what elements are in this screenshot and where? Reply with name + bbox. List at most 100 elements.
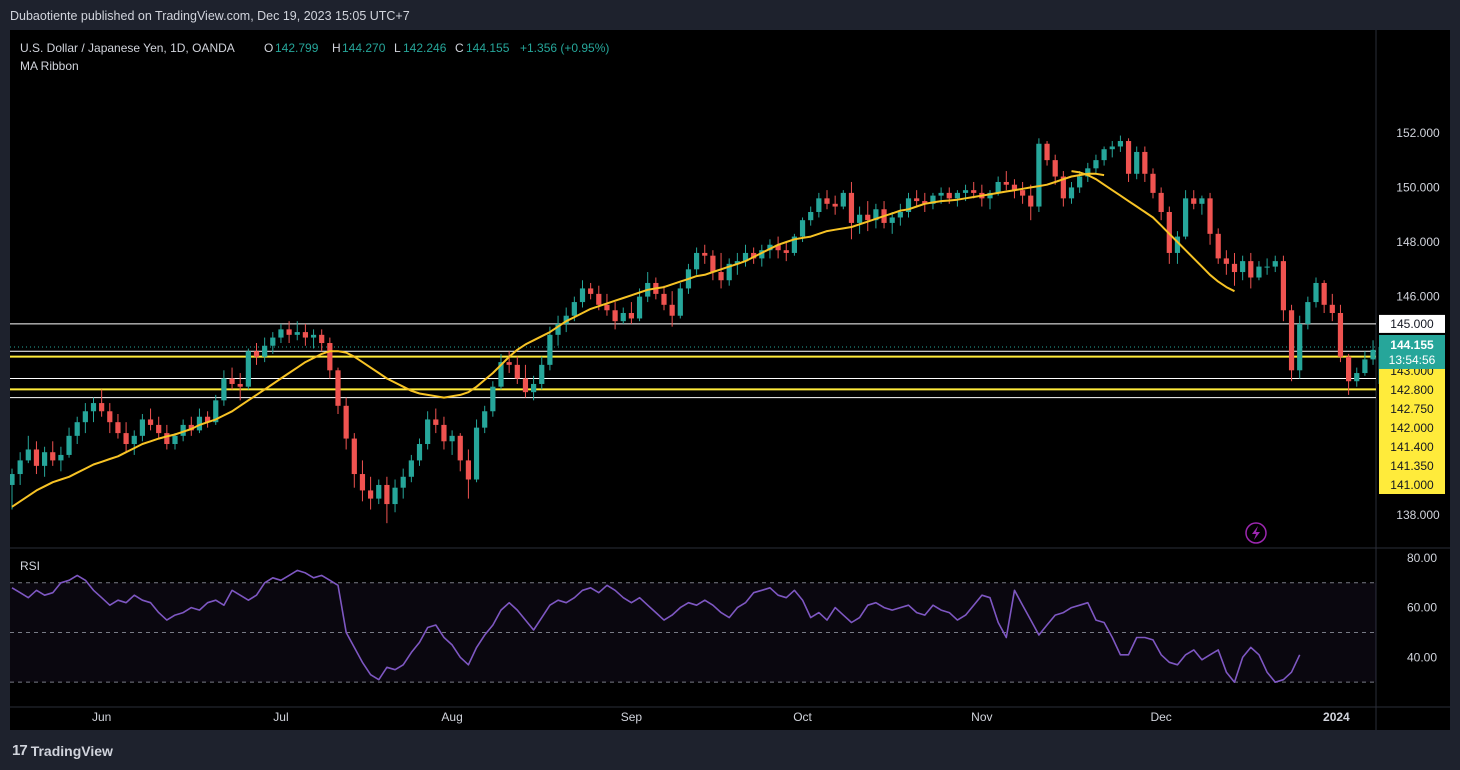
chart-frame[interactable]: 80.00 60.00 40.00 152.000 150.000 148.000 146… [9,30,1450,730]
candle-up [1199,198,1205,204]
time-axis[interactable]: Jun Jul Aug Sep Oct Nov Dec 2024 [92,710,1350,724]
legend-indicator[interactable]: MA Ribbon [20,59,79,73]
candle-down [751,252,757,259]
candle-up [759,250,765,259]
rsi-label[interactable]: RSI [20,559,40,573]
candle-down [824,198,830,204]
current-price-label[interactable]: 144.155 [1390,338,1434,352]
candle-up [905,198,912,212]
candle-down [1329,304,1335,313]
candle-down [123,433,129,445]
candle-down [1337,312,1344,357]
level-badge-label[interactable]: 141.400 [1390,440,1434,454]
candle-down [1150,173,1156,193]
legend-open-value: 142.799 [275,41,319,55]
candle-down [946,192,952,199]
candle-down [775,244,781,251]
candle-up [1117,141,1123,147]
candle-up [791,236,797,253]
candle-down [1003,181,1009,185]
level-badge-145[interactable]: 145.000 [1390,317,1434,331]
candle-down [1248,261,1254,278]
time-tick-label: 2024 [1323,710,1350,724]
candle-down [457,435,463,461]
candle-up [42,452,48,466]
tradingview-brand-name: TradingView [30,742,113,759]
candle-down [588,288,594,294]
rsi-line [11,569,1301,684]
candle-up [799,220,806,237]
candle-up [1134,151,1140,174]
candle-up [482,411,488,428]
level-badge-145-bg[interactable] [1379,314,1445,333]
legend-symbol[interactable]: U.S. Dollar / Japanese Yen, 1D, OANDA [20,41,235,55]
price-tick-label: 138.000 [1396,508,1440,522]
candle-down [465,460,471,480]
rsi-tick-label: 80.00 [1407,551,1437,565]
candle-up [987,192,993,199]
candle-down [1207,198,1213,234]
countdown-label[interactable]: 13:54:56 [1389,353,1436,367]
candle-up [294,332,300,335]
candle-down [302,332,308,338]
current-price-badge[interactable] [1379,334,1445,369]
candle-up [531,383,537,393]
candle-down [188,424,194,431]
candle-up [1313,282,1319,303]
candle-up [1354,373,1360,382]
candle-down [710,255,716,273]
candle-up [221,378,227,401]
level-badge-label[interactable]: 142.750 [1390,402,1434,416]
legend-high-label: H [332,41,341,55]
candle-down [107,411,113,423]
candle-up [416,444,423,461]
candle-down [237,383,243,387]
candle-down [1223,258,1229,264]
candle-up [310,334,317,338]
candle-down [319,334,325,344]
candle-up [547,334,553,365]
tradingview-logo-icon: 17 [12,742,28,759]
candle-down [205,416,211,423]
candle-up [278,329,284,338]
candle-up [636,296,643,319]
candle-up [579,288,586,303]
horizontal-levels[interactable] [10,323,1376,399]
level-badge-label[interactable]: 141.000 [1390,478,1434,492]
candle-up [1101,149,1107,161]
chart-svg[interactable]: 80.00 60.00 40.00 152.000 150.000 148.000 146… [9,30,1450,730]
candle-up [767,244,773,251]
candle-down [914,198,920,202]
candle-up [180,424,186,436]
level-badge-label[interactable]: 142.000 [1390,421,1434,435]
publisher-text: Dubaotiente published on TradingView.com… [10,9,410,23]
candle-up [1174,236,1181,253]
candle-down [253,351,260,357]
candle-up [196,416,203,431]
candle-down [669,304,675,316]
lightning-icon[interactable] [1245,522,1267,544]
candle-up [897,211,903,218]
candle-up [245,351,251,387]
candle-up [90,403,97,412]
candle-up [1256,266,1262,278]
candle-down [384,484,390,505]
candle-up [490,386,496,412]
candle-up [408,460,414,477]
level-badge-label[interactable]: 142.800 [1390,383,1434,397]
tradingview-logo[interactable]: 17 TradingView [12,742,113,759]
legend-close-label: C [455,41,464,55]
legend-low-label: L [394,41,401,55]
ma-line [11,172,1105,508]
price-axis[interactable]: 152.000 150.000 148.000 146.000 138.000 145.0… [1379,126,1445,522]
candle-down [661,293,667,305]
candle-up [1036,143,1042,207]
candle-down [848,192,855,223]
level-badge-label[interactable]: 141.350 [1390,459,1434,473]
candle-down [229,378,235,384]
grid-layer [10,30,1450,730]
candle-up [539,364,545,384]
time-tick-label: Dec [1150,710,1171,724]
legend-open-label: O [264,41,273,55]
candle-up [734,261,740,264]
